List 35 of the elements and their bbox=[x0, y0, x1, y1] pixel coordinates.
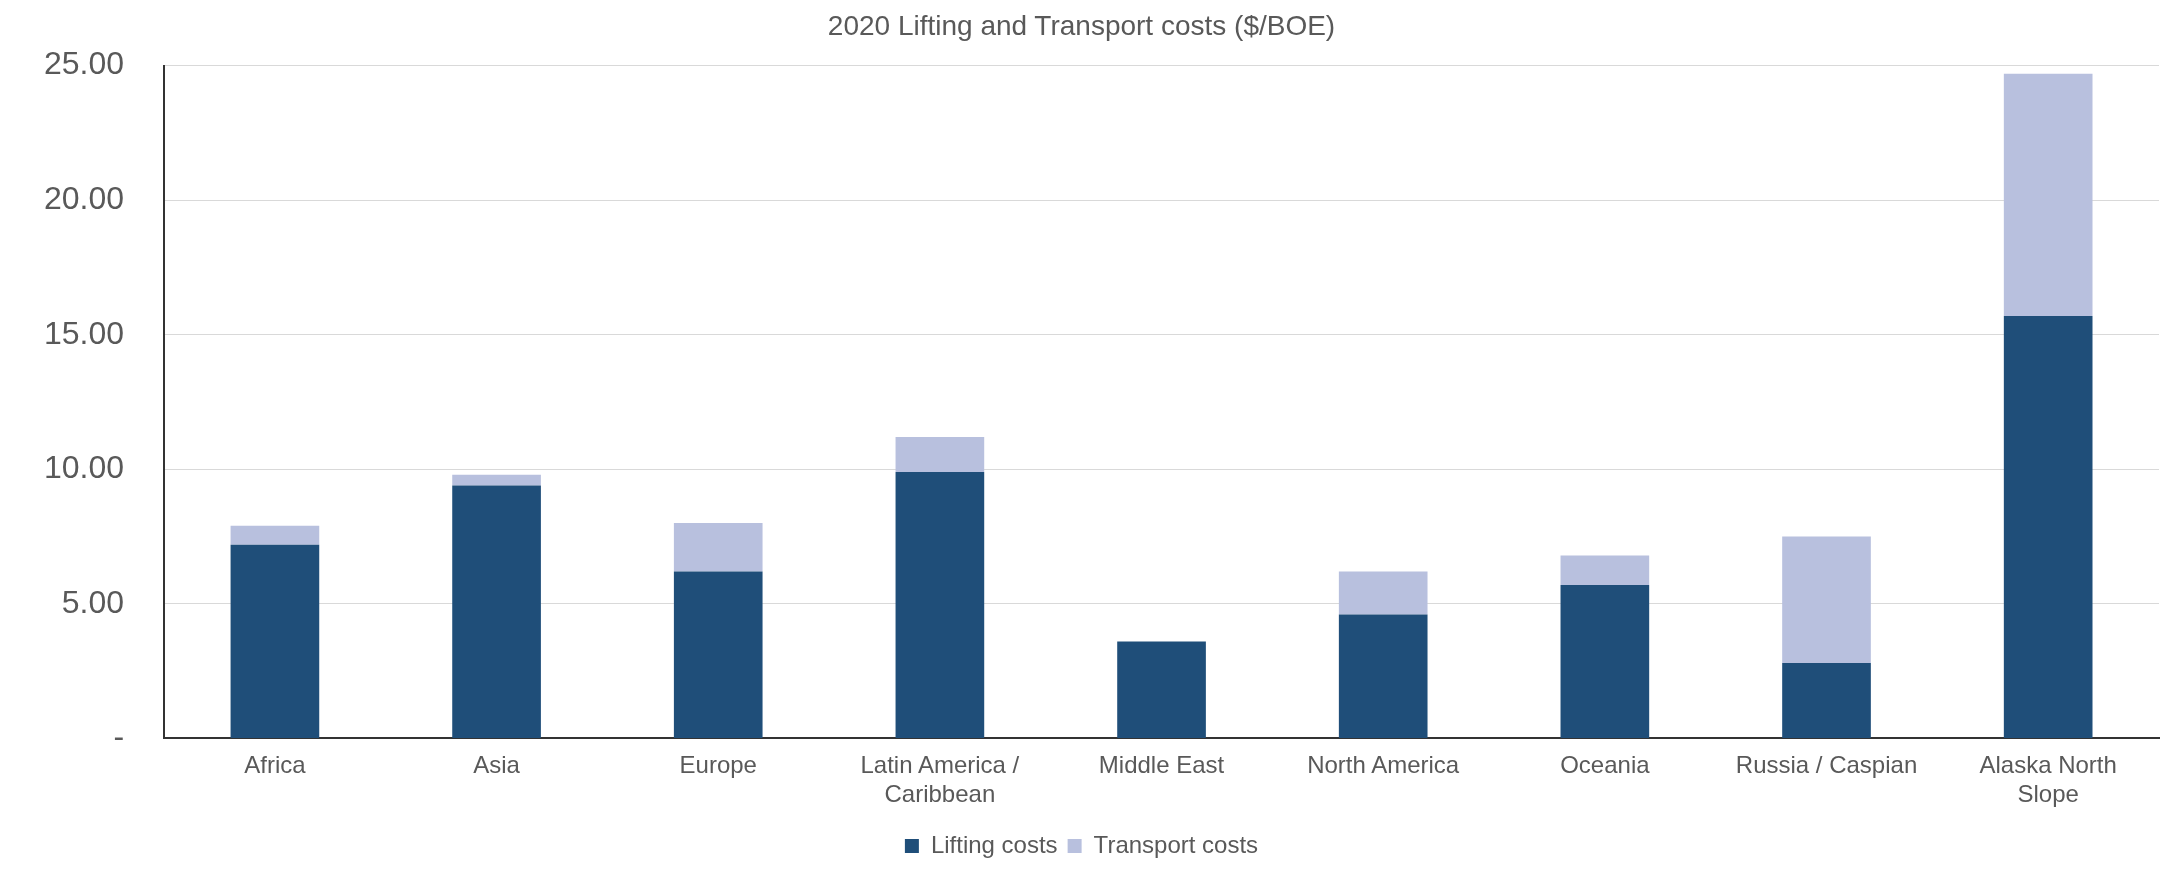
bar bbox=[2003, 73, 2093, 316]
bar bbox=[1560, 555, 1650, 585]
bar bbox=[230, 525, 320, 545]
y-tick-label: 20.00 bbox=[44, 179, 125, 216]
x-tick-label: Middle East bbox=[1098, 751, 1225, 779]
x-tick-label: Africa bbox=[244, 751, 307, 779]
x-tick-label: Latin America / Caribbean bbox=[860, 751, 1020, 808]
legend-label: Lifting costs bbox=[930, 830, 1058, 858]
bar bbox=[895, 471, 985, 738]
x-tick-label: Oceania bbox=[1560, 751, 1651, 779]
y-tick-label: 10.00 bbox=[44, 449, 125, 486]
bar bbox=[452, 474, 541, 486]
bar bbox=[673, 571, 763, 738]
bar bbox=[1117, 641, 1206, 738]
x-tick-label: Asia bbox=[473, 751, 521, 779]
bar bbox=[1338, 571, 1428, 615]
y-tick-label: 15.00 bbox=[44, 314, 125, 351]
bar bbox=[2003, 315, 2093, 738]
bar bbox=[895, 436, 985, 472]
x-tick-label: Alaska North Slope bbox=[1979, 751, 2117, 808]
bar bbox=[673, 523, 763, 572]
bar bbox=[452, 485, 541, 738]
x-tick-label: Russia / Caspian bbox=[1735, 751, 1918, 779]
bar bbox=[1560, 585, 1650, 738]
bar bbox=[230, 544, 320, 738]
x-tick-label: North America bbox=[1307, 751, 1460, 779]
y-tick-label: 5.00 bbox=[61, 583, 125, 620]
x-tick-label: Europe bbox=[679, 751, 757, 779]
y-tick-label: - bbox=[113, 718, 125, 755]
y-tick-label: 25.00 bbox=[44, 45, 125, 82]
bar bbox=[1782, 536, 1871, 664]
chart-title: 2020 Lifting and Transport costs ($/BOE) bbox=[827, 9, 1336, 41]
legend-label: Transport costs bbox=[1093, 830, 1259, 858]
bar bbox=[1782, 663, 1871, 738]
bar bbox=[1338, 614, 1428, 738]
